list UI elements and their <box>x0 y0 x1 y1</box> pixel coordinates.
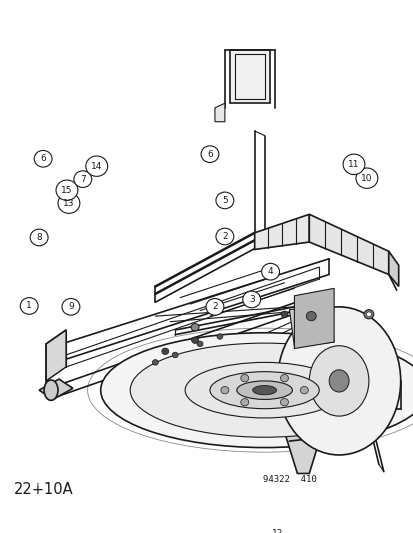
Polygon shape <box>294 288 333 349</box>
Circle shape <box>30 229 48 246</box>
Circle shape <box>34 150 52 167</box>
Circle shape <box>242 291 260 308</box>
Circle shape <box>216 228 233 245</box>
Circle shape <box>197 341 202 346</box>
Ellipse shape <box>130 343 398 437</box>
Text: 15: 15 <box>61 185 73 195</box>
Text: 6: 6 <box>206 150 212 159</box>
Polygon shape <box>254 214 309 249</box>
Circle shape <box>266 523 288 533</box>
Polygon shape <box>289 305 333 346</box>
Circle shape <box>161 348 169 354</box>
Ellipse shape <box>309 346 368 416</box>
Circle shape <box>216 334 222 340</box>
Circle shape <box>221 386 228 394</box>
Circle shape <box>191 337 198 343</box>
Text: 12: 12 <box>271 529 282 533</box>
Text: 2: 2 <box>211 302 217 311</box>
Ellipse shape <box>252 385 276 395</box>
Circle shape <box>201 146 218 163</box>
Circle shape <box>280 311 287 318</box>
Circle shape <box>74 171 92 188</box>
Circle shape <box>191 324 199 331</box>
Text: 1: 1 <box>26 302 32 310</box>
Circle shape <box>216 192 233 209</box>
Circle shape <box>152 360 158 365</box>
Circle shape <box>172 352 178 358</box>
Ellipse shape <box>209 372 318 409</box>
Circle shape <box>363 310 373 319</box>
Circle shape <box>62 298 80 315</box>
Text: 8: 8 <box>36 233 42 242</box>
Polygon shape <box>284 409 328 473</box>
Polygon shape <box>39 379 73 399</box>
Ellipse shape <box>277 307 400 455</box>
Circle shape <box>240 375 248 382</box>
Circle shape <box>261 263 279 280</box>
Circle shape <box>300 386 308 394</box>
Text: 13: 13 <box>63 199 74 208</box>
Ellipse shape <box>44 380 58 400</box>
Circle shape <box>85 156 107 176</box>
Polygon shape <box>309 214 388 274</box>
Text: 7: 7 <box>80 175 85 183</box>
Text: 5: 5 <box>221 196 227 205</box>
Polygon shape <box>388 252 398 287</box>
Circle shape <box>280 399 288 406</box>
Polygon shape <box>229 50 269 103</box>
Text: 9: 9 <box>68 302 74 311</box>
Text: 94322  410: 94322 410 <box>262 475 316 484</box>
Ellipse shape <box>236 381 292 399</box>
Circle shape <box>306 311 316 321</box>
Circle shape <box>56 180 78 200</box>
Text: 10: 10 <box>360 174 372 183</box>
Circle shape <box>280 375 288 382</box>
Circle shape <box>240 399 248 406</box>
Ellipse shape <box>185 362 343 418</box>
Circle shape <box>366 312 370 317</box>
Text: 6: 6 <box>40 154 46 163</box>
Text: 4: 4 <box>267 267 273 276</box>
Ellipse shape <box>328 370 348 392</box>
Circle shape <box>355 168 377 188</box>
Text: 11: 11 <box>347 160 359 169</box>
Text: 2: 2 <box>221 232 227 241</box>
Circle shape <box>20 297 38 314</box>
Text: 3: 3 <box>248 295 254 304</box>
Polygon shape <box>46 330 66 381</box>
Ellipse shape <box>100 333 413 448</box>
Polygon shape <box>214 103 224 122</box>
Circle shape <box>342 154 364 174</box>
Text: 14: 14 <box>91 161 102 171</box>
Circle shape <box>206 298 223 315</box>
Circle shape <box>58 193 80 213</box>
Text: 22∔10A: 22∔10A <box>14 482 73 497</box>
